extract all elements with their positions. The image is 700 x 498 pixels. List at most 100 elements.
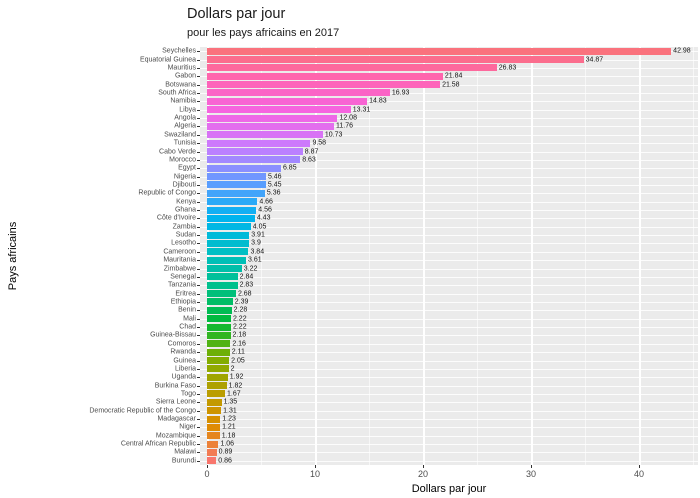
- value-bar: [207, 139, 311, 147]
- value-bar: [207, 281, 238, 289]
- value-bar: [207, 223, 251, 231]
- gridline-major-y: [200, 243, 698, 245]
- gridline-major-y: [200, 218, 698, 220]
- bar-value-label: 1.21: [222, 423, 236, 431]
- gridline-major-y: [200, 118, 698, 120]
- value-bar: [207, 164, 281, 172]
- value-bar: [207, 248, 249, 256]
- gridline-major-y: [200, 352, 698, 354]
- gridline-major-x: [315, 47, 317, 465]
- y-tick-mark: [197, 210, 200, 212]
- y-tick-mark: [197, 293, 200, 295]
- gridline-major-y: [200, 109, 698, 111]
- bar-value-label: 4.56: [258, 206, 272, 214]
- gridline-major-y: [200, 84, 698, 86]
- gridline-major-y: [200, 235, 698, 237]
- category-label: Liberia: [174, 365, 196, 373]
- value-bar: [207, 89, 390, 97]
- gridline-major-y: [200, 360, 698, 362]
- value-bar: [207, 365, 229, 373]
- gridline-major-y: [200, 318, 698, 320]
- y-tick-mark: [197, 352, 200, 354]
- y-tick-mark: [197, 184, 200, 186]
- category-label: Equatorial Guinea: [139, 56, 196, 64]
- y-tick-mark: [197, 419, 200, 421]
- value-bar: [207, 148, 303, 155]
- gridline-major-y: [200, 335, 698, 337]
- category-label: Algeria: [174, 122, 196, 130]
- gridline-major-y: [200, 184, 698, 186]
- gridline-major-y: [200, 134, 698, 136]
- value-bar: [207, 306, 232, 314]
- gridline-major-y: [200, 276, 698, 278]
- y-tick-mark: [197, 360, 200, 362]
- y-tick-mark: [197, 452, 200, 454]
- category-label: Morocco: [169, 156, 196, 164]
- gridline-minor-x: [477, 47, 478, 465]
- x-tick-mark: [531, 465, 532, 468]
- y-tick-mark: [197, 318, 200, 320]
- bar-value-label: 8.87: [304, 148, 319, 155]
- value-bar: [207, 47, 672, 55]
- bar-value-label: 34.87: [585, 56, 604, 64]
- value-bar: [207, 122, 334, 130]
- gridline-major-y: [200, 385, 698, 387]
- value-bar: [207, 156, 301, 164]
- y-tick-mark: [197, 151, 200, 153]
- bar-value-label: 3.91: [251, 231, 265, 239]
- value-bar: [207, 373, 228, 381]
- category-label: Chad: [179, 323, 196, 331]
- value-bar: [207, 198, 258, 206]
- bar-value-label: 14.83: [369, 97, 387, 105]
- category-label: Egypt: [178, 164, 196, 172]
- bar-value-label: 2.83: [239, 281, 254, 289]
- bar-value-label: 2.39: [234, 298, 249, 306]
- gridline-major-x: [531, 47, 533, 465]
- bar-value-label: 2.84: [239, 273, 254, 281]
- value-bar: [207, 64, 497, 72]
- y-tick-mark: [197, 67, 200, 69]
- category-label: Sudan: [175, 231, 196, 239]
- y-tick-mark: [197, 285, 200, 287]
- bar-value-label: 21.84: [444, 72, 463, 80]
- value-bar: [207, 390, 226, 398]
- value-bar: [207, 173, 266, 181]
- y-tick-mark: [197, 301, 200, 303]
- y-tick-mark: [197, 427, 200, 429]
- y-tick-mark: [197, 126, 200, 128]
- gridline-major-y: [200, 310, 698, 312]
- y-tick-mark: [197, 134, 200, 136]
- gridline-major-y: [200, 201, 698, 203]
- y-tick-mark: [197, 435, 200, 437]
- gridline-minor-x: [693, 47, 694, 465]
- y-tick-mark: [197, 243, 200, 245]
- value-bar: [207, 81, 441, 89]
- value-bar: [207, 231, 250, 239]
- bar-value-label: 9.58: [312, 139, 327, 147]
- bar-value-label: 5.45: [267, 181, 282, 189]
- x-tick-mark: [639, 465, 640, 468]
- category-label: South Africa: [158, 89, 196, 97]
- bar-value-label: 2.22: [232, 315, 247, 323]
- value-bar: [207, 256, 246, 264]
- gridline-major-y: [200, 377, 698, 379]
- bar-value-label: 1.31: [223, 407, 237, 415]
- category-label: Zambia: [172, 223, 196, 231]
- value-bar: [207, 340, 231, 348]
- bar-value-label: 2.68: [237, 290, 252, 298]
- category-label: Rwanda: [170, 348, 196, 356]
- category-label: Sierra Leone: [155, 398, 196, 406]
- y-tick-mark: [197, 368, 200, 370]
- value-bar: [207, 382, 227, 390]
- chart-title: Dollars par jour: [187, 6, 286, 22]
- y-tick-mark: [197, 343, 200, 345]
- category-label: Eritrea: [175, 290, 196, 298]
- value-bar: [207, 440, 219, 448]
- y-tick-mark: [197, 444, 200, 446]
- bar-value-label: 3.61: [247, 256, 262, 264]
- y-tick-mark: [197, 59, 200, 61]
- value-bar: [207, 72, 443, 80]
- category-label: Libya: [179, 106, 196, 114]
- y-tick-mark: [197, 377, 200, 379]
- value-bar: [207, 106, 351, 114]
